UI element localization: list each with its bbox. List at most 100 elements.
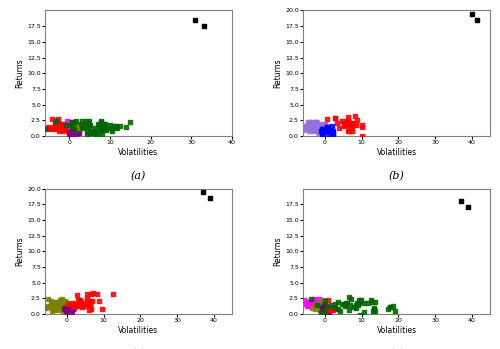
Point [326, 128, 334, 134]
Point [70, 129, 78, 135]
Point [318, 126, 326, 132]
Point [334, 125, 342, 131]
Point [306, 119, 314, 125]
Point [328, 307, 336, 312]
Point [390, 304, 398, 309]
Point [358, 124, 366, 129]
Point [328, 130, 336, 135]
Point [318, 122, 326, 128]
Point [69, 119, 77, 125]
Point [112, 124, 120, 129]
Point [328, 132, 336, 138]
Point [310, 124, 318, 129]
Point [54, 123, 62, 128]
Point [102, 127, 110, 133]
Point [308, 301, 316, 306]
Point [306, 300, 314, 305]
Y-axis label: Returns: Returns [274, 58, 282, 88]
Point [342, 118, 350, 124]
Text: (a): (a) [131, 171, 146, 181]
Point [386, 305, 394, 310]
Point [312, 126, 320, 132]
Point [42, 305, 50, 311]
Point [334, 306, 342, 311]
Point [70, 305, 78, 311]
Point [324, 116, 332, 121]
Point [78, 300, 86, 306]
Point [92, 291, 100, 296]
Point [322, 311, 330, 317]
Point [318, 126, 326, 132]
Point [42, 127, 50, 132]
Point [321, 306, 329, 311]
Point [292, 117, 300, 123]
Point [308, 119, 316, 125]
Point [72, 118, 80, 124]
Point [50, 303, 58, 308]
Point [99, 122, 107, 127]
Point [54, 307, 62, 312]
Point [331, 301, 339, 306]
Point [62, 305, 70, 311]
Point [108, 129, 116, 134]
Point [90, 128, 98, 134]
Point [315, 122, 323, 127]
Point [323, 307, 331, 313]
Point [94, 131, 102, 136]
Point [316, 304, 324, 309]
Point [78, 304, 86, 310]
Point [318, 304, 326, 309]
Point [340, 120, 348, 126]
Point [50, 299, 58, 305]
Point [112, 125, 120, 130]
Point [98, 118, 106, 124]
Point [313, 121, 321, 126]
Point [358, 133, 366, 139]
X-axis label: Volatilities: Volatilities [118, 326, 158, 335]
Point [50, 126, 58, 132]
Point [311, 306, 319, 312]
Point [52, 303, 60, 309]
Point [306, 300, 314, 305]
Point [297, 120, 305, 126]
Point [96, 119, 104, 125]
Point [314, 302, 322, 307]
Point [44, 125, 52, 130]
Point [44, 296, 52, 302]
Point [360, 300, 368, 306]
Point [66, 133, 74, 138]
Point [78, 125, 86, 131]
Point [330, 306, 338, 311]
Point [310, 125, 318, 130]
Point [68, 309, 76, 315]
Point [70, 126, 78, 132]
Point [368, 299, 376, 305]
Point [313, 122, 321, 128]
Point [468, 11, 475, 16]
Point [58, 310, 66, 315]
Point [310, 297, 318, 302]
Point [304, 300, 312, 305]
Point [305, 304, 313, 309]
Point [318, 127, 326, 132]
Point [86, 298, 94, 303]
Point [312, 119, 320, 125]
Point [60, 127, 68, 133]
Point [82, 123, 90, 129]
Point [52, 125, 60, 131]
Point [70, 126, 78, 132]
Point [342, 304, 349, 309]
Point [89, 131, 97, 136]
Point [308, 128, 316, 134]
Point [53, 125, 61, 131]
Point [72, 132, 80, 138]
Point [60, 122, 68, 127]
Point [87, 291, 95, 297]
Point [357, 297, 365, 303]
Point [62, 305, 70, 311]
Point [305, 122, 313, 128]
Point [56, 124, 64, 129]
Point [328, 123, 336, 129]
Point [44, 304, 52, 309]
Point [351, 113, 359, 119]
